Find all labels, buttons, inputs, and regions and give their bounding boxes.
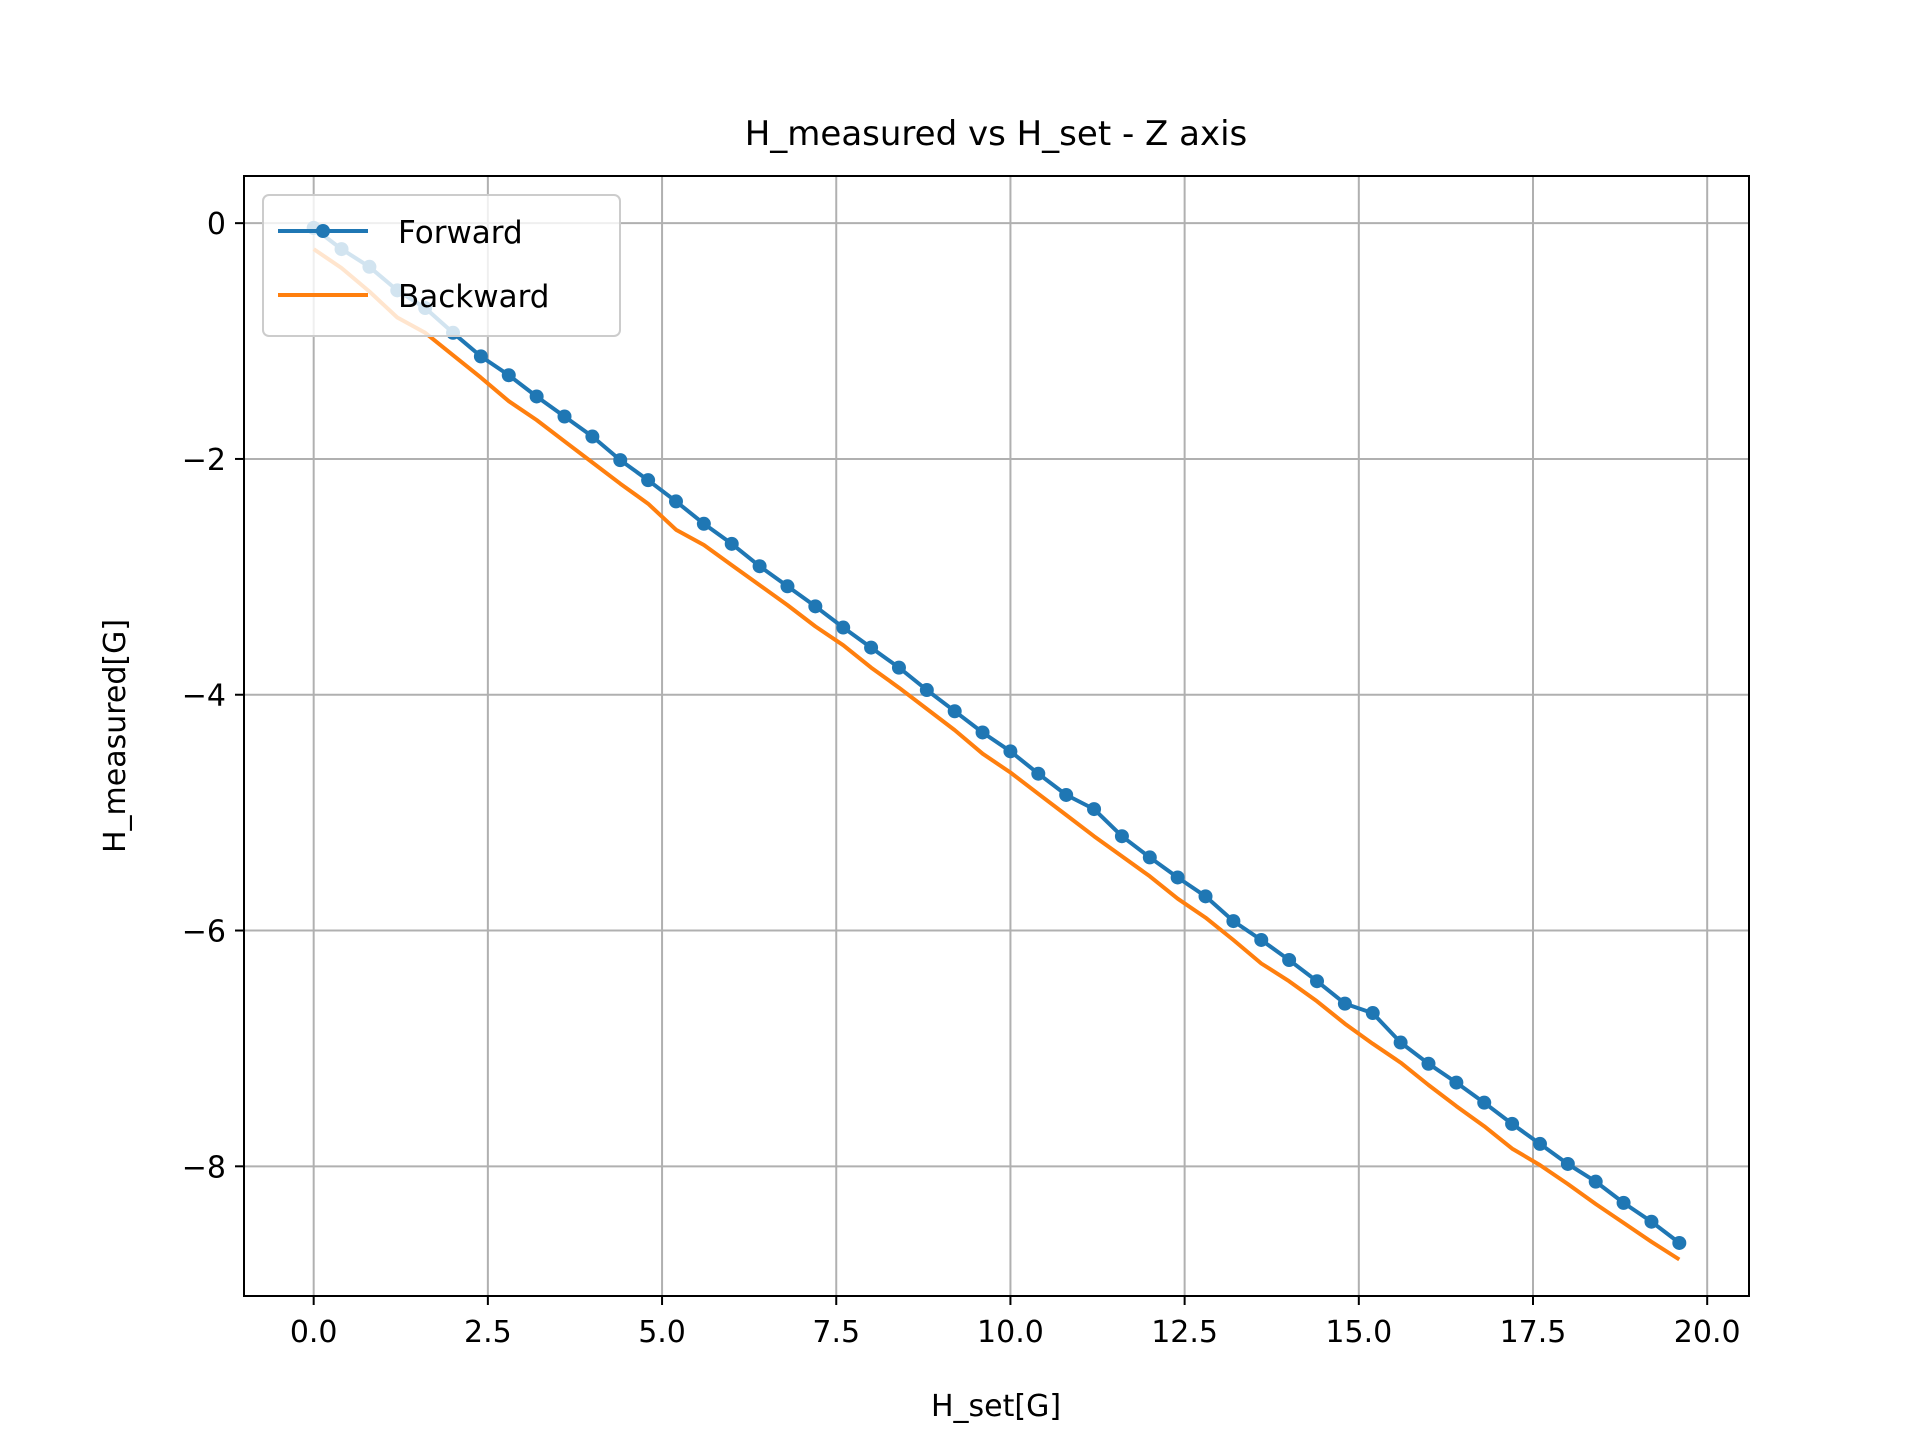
x-tick-label: 5.0 (638, 1315, 686, 1350)
y-tick-label: −2 (182, 443, 226, 478)
forward-data-point (1059, 787, 1074, 802)
x-axis-label: H_set[G] (931, 1389, 1061, 1424)
forward-data-point (1170, 870, 1185, 885)
x-tick-label: 2.5 (464, 1315, 512, 1350)
y-axis-ticks: 0 −2 −4 −6 −8 (182, 207, 244, 1185)
forward-data-point (613, 453, 628, 468)
forward-data-point (1003, 744, 1018, 759)
forward-data-point (1114, 829, 1129, 844)
forward-data-point (473, 349, 488, 364)
forward-data-point (1588, 1174, 1603, 1189)
forward-data-point (585, 429, 600, 444)
forward-data-point (1532, 1136, 1547, 1151)
forward-data-point (501, 368, 516, 383)
forward-data-point (557, 409, 572, 424)
grid (244, 176, 1749, 1296)
forward-data-point (1198, 889, 1213, 904)
forward-data-point (529, 389, 544, 404)
y-tick-label: −4 (182, 679, 226, 714)
legend: Forward Backward (262, 194, 621, 337)
forward-data-point (641, 473, 656, 488)
forward-data-point (1226, 914, 1241, 929)
x-tick-label: 17.5 (1500, 1315, 1567, 1350)
forward-data-point (1393, 1035, 1408, 1050)
forward-data-point (1477, 1095, 1492, 1110)
forward-data-point (752, 559, 767, 574)
forward-data-point (1337, 996, 1352, 1011)
forward-data-point (1616, 1195, 1631, 1210)
forward-data-point (1421, 1056, 1436, 1071)
legend-forward-marker (316, 224, 330, 238)
forward-data-point (1560, 1156, 1575, 1171)
x-tick-label: 7.5 (812, 1315, 860, 1350)
backward-series-line (312, 247, 1681, 1262)
x-tick-label: 0.0 (290, 1315, 338, 1350)
forward-data-point (1087, 802, 1102, 817)
forward-data-point (1644, 1214, 1659, 1229)
forward-data-point (947, 704, 962, 719)
forward-data-point (891, 660, 906, 675)
legend-forward-label: Forward (398, 215, 523, 251)
x-tick-label: 15.0 (1325, 1315, 1392, 1350)
forward-data-point (1449, 1075, 1464, 1090)
forward-data-point (724, 536, 739, 551)
y-tick-label: 0 (207, 207, 226, 242)
forward-data-point (864, 640, 879, 655)
y-tick-label: −8 (182, 1150, 226, 1185)
forward-data-point (1672, 1235, 1687, 1250)
forward-data-point (1310, 974, 1325, 989)
chart-title: H_measured vs H_set - Z axis (745, 114, 1248, 154)
forward-data-point (1365, 1006, 1380, 1021)
x-tick-label: 20.0 (1674, 1315, 1741, 1350)
forward-data-point (836, 620, 851, 635)
forward-data-point (1254, 932, 1269, 947)
forward-data-point (1282, 953, 1297, 967)
x-tick-label: 12.5 (1151, 1315, 1218, 1350)
forward-data-point (975, 725, 990, 740)
forward-data-point (780, 579, 795, 594)
legend-backward-label: Backward (398, 279, 550, 315)
forward-data-point (1505, 1116, 1520, 1131)
y-axis-label: H_measured[G] (98, 619, 133, 853)
plot-frame (243, 175, 1750, 1297)
forward-data-point (668, 494, 683, 509)
forward-data-point (696, 516, 711, 531)
x-tick-label: 10.0 (977, 1315, 1044, 1350)
forward-data-point (919, 683, 934, 698)
x-axis-ticks: 0.0 2.5 5.0 7.5 10.0 12.5 15.0 17.5 20.0 (290, 1296, 1741, 1350)
forward-data-point (1031, 766, 1046, 781)
y-tick-label: −6 (182, 915, 226, 950)
forward-data-point (808, 599, 823, 614)
forward-data-point (1142, 850, 1157, 865)
